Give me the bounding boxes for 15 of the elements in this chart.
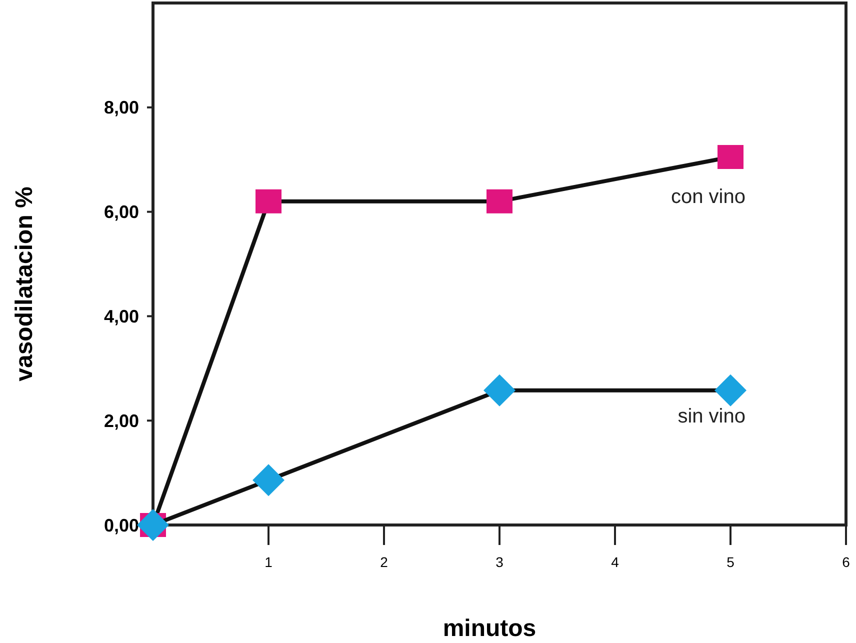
y-tick-label: 0,00: [104, 515, 139, 536]
x-tick-label: 4: [611, 554, 620, 570]
x-tick-label: 1: [264, 554, 273, 570]
series-label: sin vino: [678, 405, 746, 428]
x-axis-title: minutos: [442, 615, 536, 642]
series-label: con vino: [671, 186, 746, 208]
y-tick-label: 4,00: [104, 306, 139, 326]
y-axis-title: vasodilatacion %: [11, 186, 38, 382]
x-tick-label: 2: [380, 554, 388, 570]
y-tick-label: 6,00: [104, 202, 139, 222]
x-tick-label: 6: [842, 554, 850, 570]
x-tick-label: 5: [726, 554, 735, 570]
y-tick-label: 8,00: [104, 98, 139, 118]
y-tick-label: 2,00: [104, 410, 139, 431]
x-tick-label: 3: [496, 554, 504, 570]
